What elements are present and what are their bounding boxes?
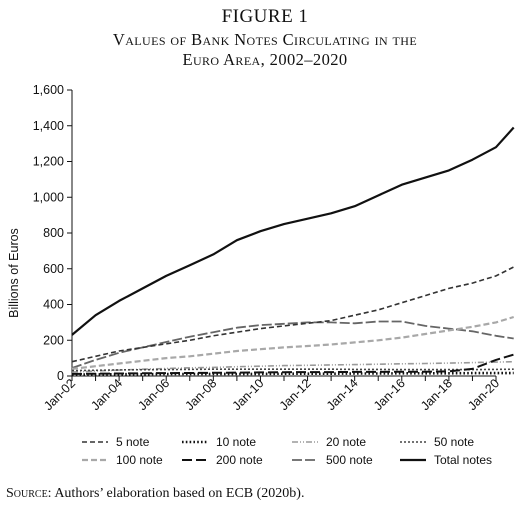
legend-label: 10 note bbox=[216, 435, 256, 449]
x-tick-label: Jan-16 bbox=[371, 376, 408, 413]
y-tick-label: 1,600 bbox=[33, 83, 64, 97]
x-tick-label: Jan-08 bbox=[183, 376, 220, 413]
series-line-total-notes bbox=[71, 126, 515, 336]
x-tick-label: Jan-10 bbox=[230, 376, 267, 413]
legend-item: 20 note bbox=[292, 435, 366, 449]
legend-label: 200 note bbox=[216, 453, 263, 467]
legend-item: 50 note bbox=[400, 435, 474, 449]
series-line-10-note bbox=[71, 371, 514, 376]
x-tick-label: Jan-20 bbox=[465, 376, 502, 413]
x-tick-label: Jan-04 bbox=[88, 376, 125, 413]
y-tick-label: 400 bbox=[43, 298, 64, 312]
series-line-50-note bbox=[71, 368, 514, 372]
figure-title-line-1: Values of Bank Notes Circulating in the bbox=[112, 30, 418, 49]
legend-item: 10 note bbox=[182, 435, 256, 449]
series-layer bbox=[71, 126, 515, 376]
legend-item: 200 note bbox=[182, 453, 263, 467]
legend-label: 20 note bbox=[326, 435, 366, 449]
source-note: Source: Authors’ elaboration based on EC… bbox=[6, 486, 304, 502]
y-tick-label: 800 bbox=[43, 226, 64, 240]
legend-item: Total notes bbox=[400, 453, 492, 467]
legend-item: 100 note bbox=[82, 453, 163, 467]
legend-label: 500 note bbox=[326, 453, 373, 467]
figure-title-line-2: Euro Area, 2002–2020 bbox=[182, 50, 348, 69]
legend-label: 50 note bbox=[434, 435, 474, 449]
series-line-500-note bbox=[71, 320, 514, 369]
series-line-20-note bbox=[71, 360, 514, 373]
source-text: Authors’ elaboration based on ECB (2020b… bbox=[54, 486, 305, 501]
y-tick-label: 200 bbox=[43, 333, 64, 347]
legend: 5 note 10 note 20 note 50 note 100 note 200 n… bbox=[82, 435, 492, 467]
figure-label: FIGURE 1 bbox=[221, 6, 309, 27]
series-line-100-note bbox=[71, 315, 515, 370]
legend-label: Total notes bbox=[434, 453, 492, 467]
y-axis-label: Billions of Euros bbox=[7, 228, 21, 318]
x-tick-label: Jan-12 bbox=[277, 376, 314, 413]
legend-label: 5 note bbox=[116, 435, 150, 449]
x-tick-label: Jan-14 bbox=[324, 376, 361, 413]
series-line-200-note bbox=[71, 353, 514, 375]
y-tick-label: 1,000 bbox=[33, 190, 64, 204]
legend-item: 500 note bbox=[292, 453, 373, 467]
source-label: Source: bbox=[6, 486, 52, 501]
y-tick-label: 0 bbox=[57, 369, 64, 383]
x-tick-label: Jan-18 bbox=[418, 376, 455, 413]
legend-label: 100 note bbox=[116, 453, 163, 467]
x-tick-label: Jan-06 bbox=[135, 376, 172, 413]
y-tick-label: 1,400 bbox=[33, 119, 64, 133]
series-line-5-note bbox=[71, 266, 515, 363]
y-tick-label: 1,200 bbox=[33, 155, 64, 169]
y-tick-label: 600 bbox=[43, 262, 64, 276]
legend-item: 5 note bbox=[82, 435, 150, 449]
